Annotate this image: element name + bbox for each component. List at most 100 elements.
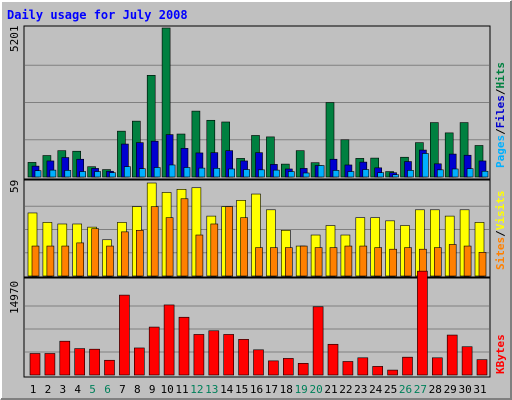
bar-sites-day-30 — [463, 245, 472, 277]
bar-sites-day-13 — [210, 223, 219, 277]
bar-kbytes-day-9 — [148, 326, 160, 376]
bar-pages-day-24 — [377, 172, 385, 178]
x-tick-label: 4 — [74, 383, 81, 396]
x-tick-label: 21 — [324, 383, 337, 396]
x-tick-label: 16 — [250, 383, 263, 396]
x-tick-label: 14 — [220, 383, 234, 396]
bar-kbytes-day-7 — [119, 294, 130, 376]
bar-pages-day-17 — [273, 169, 280, 178]
panel-kbytes — [25, 270, 489, 376]
x-tick-label: 23 — [354, 383, 367, 396]
legend-visits-sites: Sites/Visits — [494, 191, 507, 271]
bar-pages-day-11 — [183, 167, 191, 178]
bar-kbytes-day-6 — [104, 359, 115, 376]
bar-pages-day-7 — [124, 166, 131, 178]
x-tick-label: 20 — [309, 383, 322, 396]
bar-kbytes-day-23 — [357, 357, 369, 376]
bar-sites-day-10 — [165, 217, 174, 277]
bar-sites-day-1 — [31, 245, 40, 277]
bar-pages-day-10 — [168, 164, 176, 178]
bar-pages-day-23 — [362, 169, 370, 178]
bar-sites-day-17 — [270, 247, 278, 277]
bar-pages-day-6 — [109, 172, 116, 178]
bar-kbytes-day-12 — [193, 334, 205, 376]
bar-kbytes-day-17 — [268, 360, 279, 376]
bar-sites-day-7 — [121, 231, 129, 277]
x-tick-label: 27 — [414, 383, 427, 396]
bar-sites-day-14 — [225, 206, 233, 277]
bar-sites-day-25 — [389, 248, 397, 277]
bar-pages-day-30 — [466, 168, 474, 178]
x-tick-label: 30 — [458, 383, 471, 396]
x-tick-label: 24 — [369, 383, 383, 396]
bar-kbytes-day-2 — [44, 353, 56, 376]
x-tick-label: 28 — [429, 383, 442, 396]
y-max-kbytes: 14970 — [8, 281, 21, 314]
bar-kbytes-day-1 — [29, 353, 41, 376]
bar-kbytes-day-5 — [89, 348, 100, 376]
x-tick-label: 10 — [160, 383, 173, 396]
bar-kbytes-day-19 — [297, 363, 309, 376]
bar-pages-day-3 — [64, 170, 72, 178]
legend-files: Files — [494, 95, 507, 128]
x-tick-label: 12 — [190, 383, 203, 396]
bar-kbytes-day-24 — [372, 366, 384, 376]
bar-sites-day-12 — [195, 234, 204, 277]
bar-pages-day-28 — [436, 169, 444, 178]
bar-sites-day-29 — [448, 244, 457, 277]
y-max-visits: 59 — [8, 180, 21, 193]
bar-pages-day-22 — [347, 171, 355, 178]
bar-sites-day-22 — [344, 245, 353, 277]
bar-pages-day-15 — [243, 169, 250, 178]
x-tick-label: 17 — [265, 383, 278, 396]
bar-pages-day-26 — [407, 170, 414, 178]
legend-hits-files-pages: Pages/Files/Hits — [494, 62, 507, 168]
bar-sites-day-24 — [374, 247, 383, 277]
x-tick-label: 26 — [399, 383, 412, 396]
bar-pages-day-31 — [481, 170, 489, 178]
bar-kbytes-day-11 — [178, 316, 190, 376]
bar-pages-day-8 — [139, 168, 146, 178]
x-tick-label: 13 — [205, 383, 218, 396]
bar-sites-day-3 — [61, 245, 70, 277]
bar-pages-day-12 — [198, 167, 206, 178]
bar-sites-day-16 — [255, 247, 263, 277]
bar-pages-day-20 — [317, 165, 325, 178]
bar-pages-day-4 — [79, 171, 86, 178]
bar-sites-day-8 — [136, 229, 144, 277]
bar-kbytes-day-25 — [387, 369, 398, 376]
bar-kbytes-day-10 — [163, 304, 175, 376]
x-tick-label: 19 — [295, 383, 308, 396]
x-tick-label: 3 — [59, 383, 66, 396]
x-tick-label: 5 — [89, 383, 96, 396]
bar-sites-day-31 — [478, 252, 487, 277]
chart-title: Daily usage for July 2008 — [7, 8, 188, 22]
bar-pages-day-14 — [228, 168, 235, 178]
bar-sites-day-28 — [433, 247, 442, 277]
x-tick-label: 6 — [104, 383, 111, 396]
bar-pages-day-21 — [332, 170, 340, 178]
bar-sites-day-18 — [284, 247, 293, 277]
bar-sites-day-9 — [150, 206, 159, 277]
bar-pages-day-5 — [94, 171, 101, 178]
legend-sep-2: / — [494, 88, 507, 95]
bar-sites-day-23 — [359, 245, 368, 277]
x-tick-label: 15 — [235, 383, 248, 396]
bar-kbytes-day-18 — [282, 358, 294, 376]
x-tick-label: 7 — [119, 383, 126, 396]
y-max-hits: 5201 — [8, 26, 21, 53]
bar-kbytes-day-31 — [476, 359, 488, 376]
bar-pages-day-19 — [302, 172, 310, 178]
bar-pages-day-2 — [49, 169, 57, 178]
bar-sites-day-11 — [180, 198, 189, 277]
x-tick-label: 31 — [473, 383, 486, 396]
bar-kbytes-day-20 — [312, 306, 324, 376]
bar-kbytes-day-30 — [461, 346, 473, 376]
x-tick-label: 22 — [339, 383, 352, 396]
bar-sites-day-19 — [299, 245, 308, 277]
bar-kbytes-day-14 — [223, 334, 234, 376]
x-tick-label: 18 — [280, 383, 293, 396]
bar-kbytes-day-22 — [342, 361, 354, 376]
bar-kbytes-day-16 — [253, 349, 264, 376]
